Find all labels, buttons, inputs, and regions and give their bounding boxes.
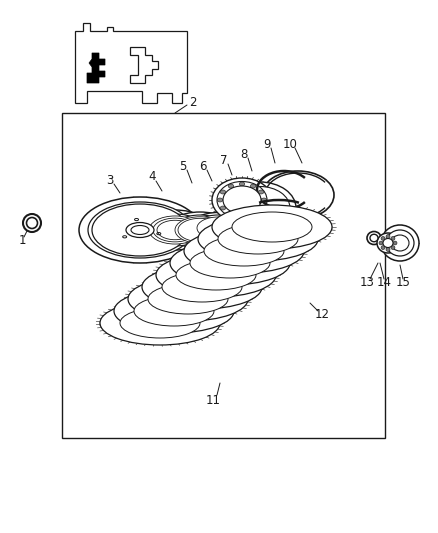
Ellipse shape [190, 248, 270, 278]
Ellipse shape [184, 229, 304, 273]
Ellipse shape [250, 212, 256, 216]
Ellipse shape [381, 246, 385, 249]
Ellipse shape [79, 197, 201, 263]
Ellipse shape [153, 218, 197, 242]
Ellipse shape [386, 248, 390, 252]
Ellipse shape [232, 212, 312, 242]
Text: 14: 14 [377, 277, 392, 289]
Ellipse shape [162, 272, 242, 302]
Ellipse shape [148, 284, 228, 314]
Ellipse shape [367, 231, 381, 245]
Ellipse shape [386, 230, 414, 256]
Text: 12: 12 [314, 309, 329, 321]
Ellipse shape [156, 253, 276, 297]
Ellipse shape [212, 178, 272, 222]
Text: 4: 4 [148, 171, 156, 183]
Ellipse shape [258, 206, 264, 210]
Polygon shape [75, 23, 187, 103]
Ellipse shape [261, 198, 267, 202]
Ellipse shape [391, 246, 395, 249]
Ellipse shape [176, 260, 256, 290]
Ellipse shape [386, 235, 390, 238]
Ellipse shape [114, 289, 234, 333]
Ellipse shape [126, 222, 154, 238]
Ellipse shape [217, 182, 267, 219]
Ellipse shape [134, 296, 214, 326]
Ellipse shape [198, 217, 318, 261]
Text: 6: 6 [199, 160, 207, 174]
Ellipse shape [250, 184, 256, 188]
Ellipse shape [228, 184, 234, 188]
Text: 10: 10 [283, 139, 297, 151]
Ellipse shape [166, 212, 234, 248]
Ellipse shape [379, 241, 383, 245]
Ellipse shape [189, 213, 247, 244]
Ellipse shape [381, 225, 419, 261]
Ellipse shape [220, 190, 226, 194]
Ellipse shape [138, 210, 212, 250]
Ellipse shape [175, 217, 225, 243]
Text: 15: 15 [396, 277, 410, 289]
Ellipse shape [391, 237, 395, 240]
Ellipse shape [131, 225, 149, 235]
Ellipse shape [172, 215, 228, 245]
Ellipse shape [157, 220, 193, 240]
Ellipse shape [224, 182, 296, 234]
Text: 11: 11 [205, 393, 220, 407]
Text: 9: 9 [263, 139, 271, 151]
Ellipse shape [239, 214, 245, 218]
Text: 5: 5 [179, 160, 187, 174]
Ellipse shape [239, 182, 245, 186]
Ellipse shape [383, 238, 393, 247]
Ellipse shape [204, 236, 284, 266]
Ellipse shape [120, 308, 200, 338]
Ellipse shape [212, 205, 332, 249]
Ellipse shape [88, 202, 192, 258]
Ellipse shape [145, 214, 205, 246]
Polygon shape [130, 47, 158, 83]
Text: 7: 7 [220, 155, 228, 167]
Ellipse shape [377, 233, 399, 253]
Ellipse shape [128, 277, 248, 321]
Ellipse shape [258, 190, 264, 194]
Bar [62, 113, 385, 438]
Ellipse shape [391, 235, 409, 251]
Ellipse shape [194, 215, 242, 241]
Ellipse shape [170, 241, 290, 285]
Ellipse shape [370, 234, 378, 242]
Ellipse shape [197, 217, 239, 239]
Ellipse shape [220, 206, 226, 210]
Ellipse shape [142, 265, 262, 309]
Ellipse shape [228, 212, 234, 216]
Text: 8: 8 [240, 149, 247, 161]
Ellipse shape [92, 204, 188, 256]
Ellipse shape [149, 216, 201, 244]
Ellipse shape [218, 224, 298, 254]
Text: 3: 3 [106, 174, 114, 188]
Ellipse shape [217, 198, 223, 202]
Ellipse shape [381, 237, 385, 240]
Text: 13: 13 [360, 277, 374, 289]
Ellipse shape [230, 187, 290, 230]
Ellipse shape [23, 214, 41, 232]
Text: 1: 1 [18, 235, 26, 247]
Polygon shape [87, 53, 105, 83]
Ellipse shape [178, 219, 222, 241]
Ellipse shape [223, 186, 261, 214]
Ellipse shape [27, 217, 38, 229]
Ellipse shape [100, 301, 220, 345]
Ellipse shape [393, 241, 397, 245]
Text: 2: 2 [189, 96, 197, 109]
